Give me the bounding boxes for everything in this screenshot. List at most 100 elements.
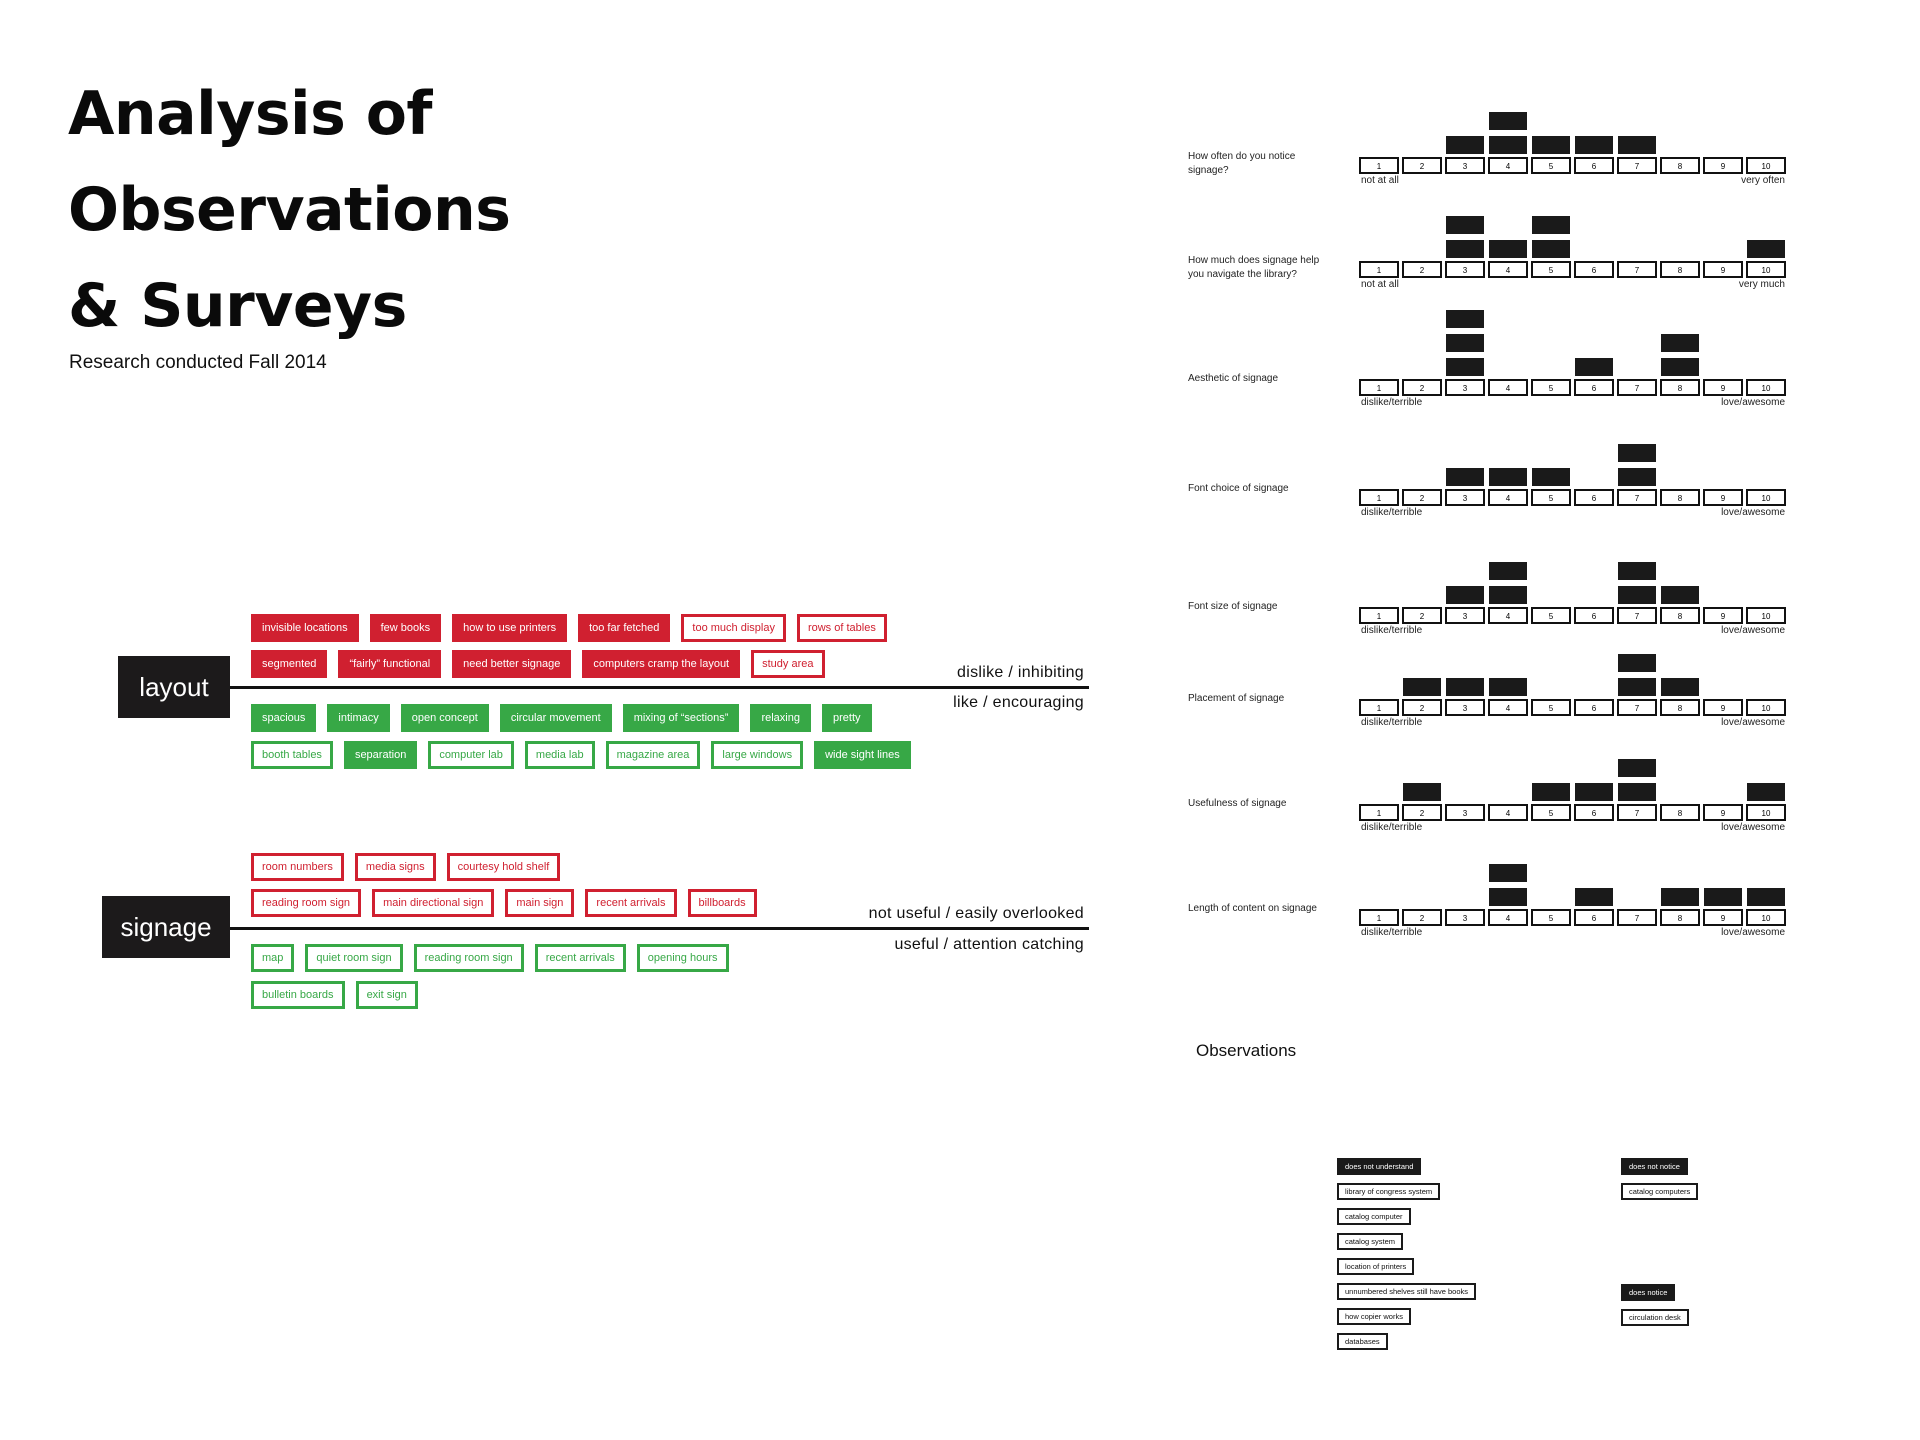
scale-box [1531,489,1571,506]
scale-box [1574,379,1614,396]
scale-box [1359,261,1399,278]
scale-box [1660,379,1700,396]
response-bar [1532,136,1570,154]
response-bar [1446,586,1484,604]
scale-box [1574,157,1614,174]
response-bar [1575,783,1613,801]
scale-box [1402,804,1442,821]
scale-tick-label: 5 [1549,809,1554,818]
tag-segmented: segmented [251,650,328,678]
scale-box [1703,157,1743,174]
scale-tick-label: 8 [1678,384,1683,393]
scale-box [1488,379,1528,396]
tag-opening-hours: opening hours [636,944,729,972]
observation-catalog-computer: catalog computer [1337,1208,1411,1225]
response-bar [1446,334,1484,352]
signage-dislike-label: not useful / easily overlooked [868,905,1084,922]
question-label: Font choice of signage [1188,483,1289,494]
scale-box [1574,909,1614,926]
scale-tick-label: 7 [1635,384,1640,393]
scale-tick-label: 5 [1549,914,1554,923]
scale-high-label: very much [1738,279,1785,290]
survey-question-7: 1 2 3 4 5 6 7 8 9 10 [1359,759,1786,821]
scale-tick-label: 7 [1635,914,1640,923]
tag-study-area: study area [751,650,825,678]
scale-tick-label: 10 [1762,494,1771,503]
tag-pretty: pretty [821,704,872,732]
response-bar [1575,136,1613,154]
tag-computers-cramp-the-layout: computers cramp the layout [582,650,741,678]
tag-room-numbers: room numbers [251,853,344,881]
scale-tick-label: 8 [1678,494,1683,503]
scale-box [1445,261,1485,278]
scale-tick-label: 4 [1506,384,1511,393]
response-bar [1618,444,1656,462]
scale-tick-label: 3 [1463,384,1468,393]
scale-box [1402,489,1442,506]
scale-tick-label: 8 [1678,809,1683,818]
scale-box [1574,261,1614,278]
signage-dislike-row-1: room numbers media signs courtesy hold she… [251,853,561,881]
scale-box [1660,489,1700,506]
scale-tick-label: 6 [1592,162,1597,171]
layout-like-label: like / encouraging [953,694,1084,711]
scale-tick-label: 7 [1635,162,1640,171]
scale-tick-label: 3 [1463,266,1468,275]
response-bar [1403,783,1441,801]
scale-box [1359,804,1399,821]
scale-tick-label: 9 [1721,494,1726,503]
scale-box [1574,699,1614,716]
scale-tick-label: 4 [1506,809,1511,818]
scale-box [1660,699,1700,716]
scale-high-label: love/awesome [1721,717,1785,728]
scale-box [1703,699,1743,716]
scale-box [1660,261,1700,278]
scale-tick-label: 1 [1377,809,1382,818]
scale-box [1746,804,1786,821]
response-bar [1489,678,1527,696]
scale-box [1488,699,1528,716]
observations-does-notice: does notice circulation desk [1621,1284,1689,1334]
scale-box [1488,804,1528,821]
signage-like-label: useful / attention catching [894,936,1084,953]
response-bar [1403,678,1441,696]
scale-box [1402,699,1442,716]
scale-tick-label: 3 [1463,162,1468,171]
scale-box [1488,157,1528,174]
layout-axis-line [230,686,1089,689]
survey-chart-svg: 1 2 3 4 5 6 7 8 9 10 1 2 3 4 5 6 7 8 9 10 1 2 3 4 5 6 7 8 9 10 1 2 3 4 5 6 7… [1359,112,1786,926]
question-label: How much does signage help you navigate … [1188,255,1320,280]
observation-databases: databases [1337,1333,1388,1350]
tag-circular-movement: circular movement [499,704,612,732]
tag-exit-sign: exit sign [355,981,418,1009]
layout-dislike-row-1: invisible locations few books how to use p… [251,614,887,642]
response-bar [1489,136,1527,154]
scale-box [1746,909,1786,926]
scale-tick-label: 2 [1420,162,1425,171]
layout-like-row-1: spacious intimacy open concept circular mov… [251,704,872,732]
scale-tick-label: 10 [1762,162,1771,171]
scale-tick-label: 1 [1377,704,1382,713]
scale-box [1703,607,1743,624]
scale-tick-label: 8 [1678,162,1683,171]
scale-tick-label: 9 [1721,914,1726,923]
response-bar [1489,112,1527,130]
scale-box [1703,489,1743,506]
scale-tick-label: 2 [1420,914,1425,923]
scale-box [1488,489,1528,506]
scale-tick-label: 2 [1420,809,1425,818]
scale-tick-label: 5 [1549,612,1554,621]
scale-tick-label: 9 [1721,266,1726,275]
question-label: Length of content on signage [1188,903,1317,914]
scale-box [1359,909,1399,926]
scale-box [1746,607,1786,624]
scale-box [1617,157,1657,174]
survey-question-3: 1 2 3 4 5 6 7 8 9 10 [1359,310,1786,396]
signage-label: signage [102,896,230,958]
scale-tick-label: 6 [1592,612,1597,621]
scale-low-label: dislike/terrible [1361,397,1423,408]
scale-tick-label: 2 [1420,612,1425,621]
tag-too-much-display: too much display [681,614,786,642]
scale-high-label: love/awesome [1721,397,1785,408]
tag-open-concept: open concept [400,704,489,732]
